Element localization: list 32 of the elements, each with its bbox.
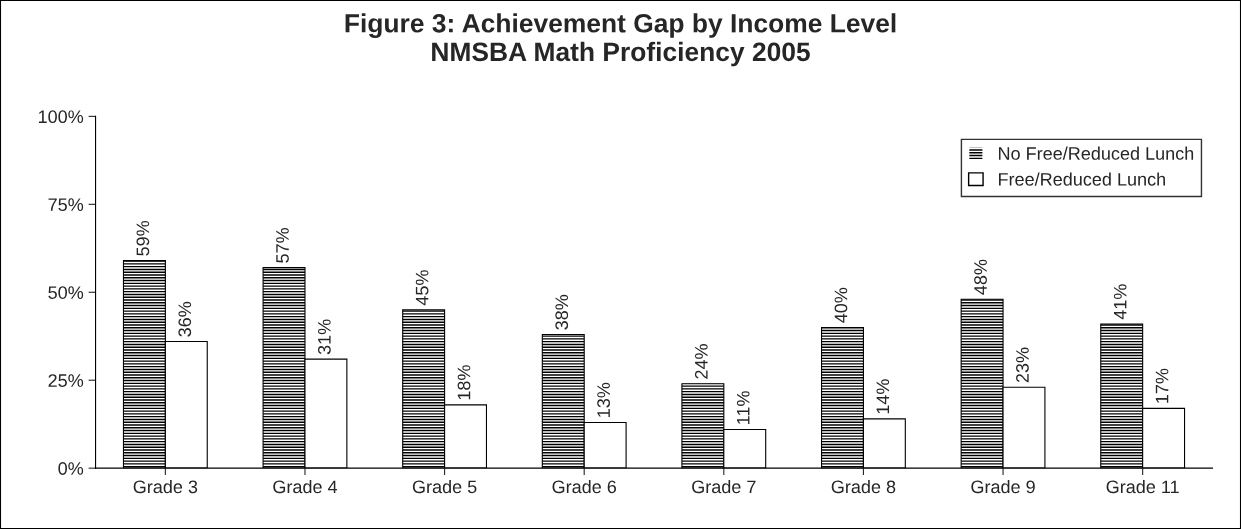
data-label: 18%: [457, 365, 471, 400]
data-label: 14%: [876, 379, 890, 414]
data-label: 57%: [276, 227, 289, 263]
x-tick-label: Grade 4: [273, 479, 338, 494]
data-label: 36%: [178, 301, 192, 337]
y-tick-label: 50%: [48, 286, 84, 299]
data-label: 45%: [415, 270, 429, 306]
x-tick-label: Grade 11: [1106, 479, 1179, 494]
chart-title: Figure 3: Achievement Gap by Income Level NMSBA Math Proficiency 2005: [345, 13, 896, 67]
data-label: 48%: [974, 259, 987, 295]
x-tick-label: Grade 7: [692, 479, 756, 494]
x-tick-label: Grade 6: [552, 479, 617, 494]
x-tick-label: Grade 3: [133, 479, 198, 494]
data-label: 59%: [136, 220, 150, 256]
x-tick-label: Grade 9: [971, 479, 1035, 494]
data-label: 41%: [1113, 284, 1127, 320]
x-tick-label: Grade 5: [412, 479, 477, 494]
y-tick-label: 25%: [48, 374, 84, 387]
data-label: 17%: [1155, 368, 1169, 403]
data-label: 24%: [694, 344, 708, 379]
x-tick-label: Grade 8: [831, 479, 896, 494]
legend-label: Free/Reduced Lunch: [999, 172, 1165, 186]
data-label: 11%: [736, 391, 750, 424]
legend-label: No Free/Reduced Lunch: [999, 146, 1194, 160]
data-label: 23%: [1016, 347, 1029, 383]
y-tick-label: 75%: [48, 198, 84, 212]
y-tick-label: 100%: [38, 110, 84, 124]
y-tick-label: 0%: [58, 462, 84, 475]
data-label: 31%: [317, 319, 331, 355]
data-label: 38%: [555, 294, 569, 330]
data-label: 40%: [834, 287, 848, 323]
data-label: 13%: [597, 382, 610, 417]
